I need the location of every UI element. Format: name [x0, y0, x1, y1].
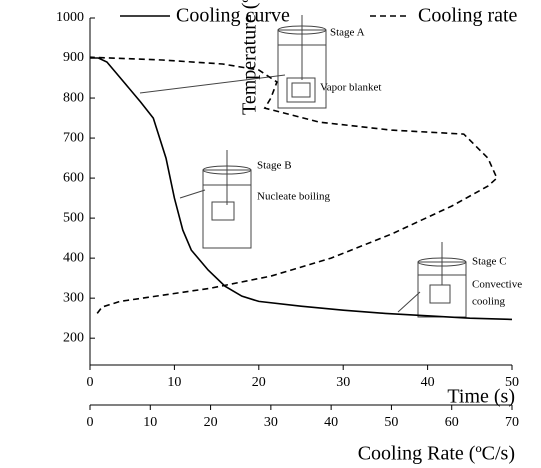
x2-tick-label: 20	[204, 415, 218, 430]
x-tick-label: 20	[252, 375, 266, 390]
y-tick-label: 300	[63, 290, 84, 305]
beaker-a	[139, 15, 327, 109]
series-line	[89, 56, 498, 314]
annotation: cooling	[472, 296, 505, 308]
annotation: Nucleate boiling	[257, 191, 331, 203]
y-tick-label: 1000	[56, 10, 84, 25]
annotation: Stage B	[257, 160, 292, 172]
x-axis-label: Time (s)	[447, 386, 515, 408]
x2-tick-label: 40	[324, 415, 338, 430]
x2-tick-label: 50	[384, 415, 398, 430]
x-tick-label: 10	[167, 375, 181, 390]
annotation: Vapor blanket	[320, 82, 381, 94]
x-tick-label: 40	[421, 375, 435, 390]
y-tick-label: 900	[63, 50, 84, 65]
y-tick-label: 500	[63, 210, 84, 225]
beaker-b	[179, 150, 252, 249]
annotation: Stage A	[330, 27, 365, 39]
x2-tick-label: 60	[445, 415, 459, 430]
y-axis-label: Temperature (ºC)	[239, 0, 261, 115]
y-tick-label: 700	[63, 130, 84, 145]
x-tick-label: 30	[336, 375, 350, 390]
x2-tick-label: 0	[87, 415, 94, 430]
annotation: Stage C	[472, 256, 507, 268]
x2-tick-label: 10	[143, 415, 157, 430]
legend-label: Cooling rate	[418, 5, 518, 27]
x2-tick-label: 30	[264, 415, 278, 430]
beaker-c	[397, 242, 467, 318]
x-tick-label: 0	[87, 375, 94, 390]
x-tick-label: 50	[505, 375, 519, 390]
legend-label: Cooling curve	[176, 5, 290, 27]
y-tick-label: 400	[63, 250, 84, 265]
y-tick-label: 200	[63, 330, 84, 345]
x2-axis-label: Cooling Rate (ºC/s)	[358, 443, 515, 465]
x2-tick-label: 70	[505, 415, 519, 430]
annotation: Convective	[472, 279, 522, 291]
series-line	[90, 57, 513, 321]
y-tick-label: 600	[63, 170, 84, 185]
y-tick-label: 800	[63, 90, 84, 105]
